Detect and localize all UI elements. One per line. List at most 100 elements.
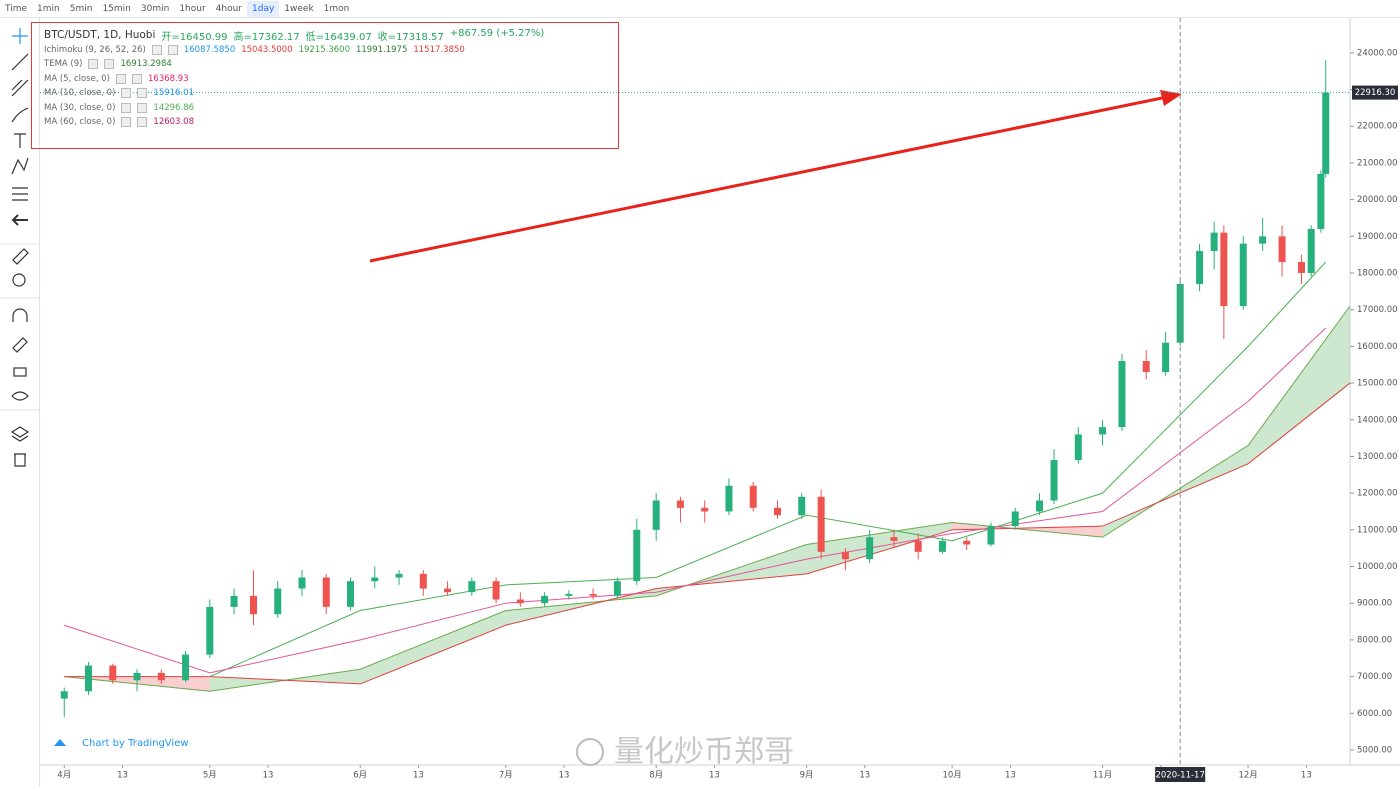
stay-drawing-tool[interactable] — [12, 337, 28, 353]
fib-tool[interactable] — [11, 79, 29, 97]
candle-body — [1239, 243, 1247, 307]
x-tick-label: 13 — [413, 771, 424, 781]
layers-tool[interactable] — [10, 426, 30, 442]
hide-toolbar[interactable] — [11, 214, 28, 226]
candle-body — [1210, 232, 1218, 251]
indicator-value: 16087.5850 — [183, 44, 236, 55]
ohlc-value: 收=17318.57 — [377, 31, 444, 43]
x-tick-label: 6月 — [353, 771, 367, 781]
candle-body — [395, 573, 403, 578]
indicator-remove[interactable] — [132, 73, 142, 84]
indicator-settings[interactable] — [121, 117, 132, 128]
indicator-settings[interactable] — [116, 73, 126, 84]
ohlc-value: 高=17362.17 — [233, 31, 300, 43]
timeframe-button[interactable]: 30min — [140, 3, 170, 14]
visibility-tool[interactable] — [11, 391, 29, 401]
x-tick-label: 13 — [263, 771, 274, 781]
x-tick-label: 12月 — [1238, 771, 1257, 781]
candle-body — [133, 672, 141, 681]
candle-body — [468, 581, 476, 593]
trendline-tool[interactable] — [11, 53, 29, 71]
timeframe-button[interactable]: 1week — [284, 3, 314, 14]
indicator-row: MA (10, close, 0) 15916.01 — [44, 86, 618, 101]
timeframe-button[interactable]: 1min — [37, 3, 60, 14]
lock-tool[interactable] — [13, 367, 27, 377]
indicator-remove[interactable] — [137, 102, 148, 113]
timeframe-button[interactable]: 4hour — [215, 3, 242, 14]
candle-body — [1074, 434, 1082, 461]
candle-body — [652, 500, 660, 530]
brush-tool[interactable] — [11, 107, 29, 123]
price-axis — [1350, 18, 1400, 787]
plot — [60, 60, 1351, 717]
indicator-value: 16913.2984 — [120, 59, 172, 70]
magnet-tool[interactable] — [12, 308, 28, 322]
indicator-settings[interactable] — [88, 59, 99, 70]
indicator-name: MA (10, close, 0) — [44, 88, 116, 99]
tradingview-logo — [54, 739, 66, 746]
y-tick-label: 11000.00 — [1357, 525, 1398, 535]
candle-body — [516, 599, 524, 604]
zoom-tool[interactable] — [12, 273, 26, 287]
cloud-segment — [1248, 306, 1350, 464]
x-tick-label: 5月 — [203, 771, 217, 781]
candle-body — [206, 606, 214, 655]
credit: Chart by TradingView — [82, 738, 189, 749]
ohlc-value: 开=16450.99 — [161, 31, 228, 43]
x-tick-label: 13 — [709, 771, 720, 781]
legend: BTC/USDT, 1D, Huobi 开=16450.99 高=17362.17… — [31, 22, 619, 149]
legend-header: BTC/USDT, 1D, Huobi 开=16450.99 高=17362.17… — [44, 28, 618, 43]
indicator-name: MA (60, close, 0) — [44, 117, 116, 128]
y-tick-label: 8000.00 — [1357, 635, 1392, 645]
indicator-remove[interactable] — [167, 44, 178, 55]
x-tick-label: 11月 — [1093, 771, 1112, 781]
indicator-remove[interactable] — [137, 117, 148, 128]
candle-body — [938, 540, 946, 552]
indicator-settings[interactable] — [121, 88, 132, 99]
indicator-value: 16368.93 — [148, 73, 189, 84]
candle-body — [230, 595, 238, 607]
indicator-value: 19215.3600 — [298, 44, 350, 55]
candle-body — [492, 581, 500, 600]
timeframe-button[interactable]: 1day — [247, 0, 280, 17]
pattern-tool[interactable] — [11, 157, 29, 175]
timeframe-button[interactable]: 5min — [69, 3, 93, 14]
candle-body — [85, 665, 93, 692]
indicator-row: MA (60, close, 0) 12603.08 — [44, 115, 618, 130]
crosshair-tool[interactable] — [12, 28, 28, 44]
candle-body — [347, 581, 355, 607]
crosshair-label: 2020-11-17 — [1155, 771, 1204, 781]
timeframe-button[interactable]: 1mon — [323, 3, 350, 14]
candle-body — [1162, 342, 1170, 373]
delete-tool[interactable] — [14, 453, 26, 467]
timeframe-button[interactable]: Time — [5, 3, 28, 14]
timeframe-button[interactable]: 1hour — [179, 3, 206, 14]
y-tick-label: 5000.00 — [1357, 745, 1392, 755]
x-tick-label: 10月 — [942, 771, 961, 781]
y-tick-label: 15000.00 — [1357, 379, 1398, 389]
y-tick-label: 19000.00 — [1357, 232, 1398, 242]
indicator-settings[interactable] — [121, 102, 132, 113]
measure-tool[interactable] — [12, 248, 29, 265]
indicator-remove[interactable] — [104, 59, 115, 70]
candle-body — [1278, 236, 1286, 262]
candle-body — [371, 577, 379, 582]
text-tool[interactable] — [14, 133, 26, 148]
timeframe-toolbar: Time 1min 5min 15min 30min 1hour 4hour 1day 1wee… — [0, 0, 1400, 18]
timeframe-button[interactable]: 15min — [102, 3, 131, 14]
candle-body — [444, 588, 452, 593]
y-tick-label: 16000.00 — [1357, 342, 1398, 352]
y-tick-label: 6000.00 — [1357, 709, 1392, 719]
indicator-settings[interactable] — [151, 44, 162, 55]
y-tick-label: 24000.00 — [1357, 48, 1398, 58]
prediction-tool[interactable] — [12, 187, 28, 201]
cloud-span-a — [64, 305, 1351, 692]
candle-body — [798, 496, 806, 516]
candle-body — [322, 577, 330, 607]
ma-line — [209, 261, 1327, 678]
candle-body — [866, 537, 874, 560]
indicator-remove[interactable] — [137, 88, 148, 99]
y-tick-label: 7000.00 — [1357, 672, 1392, 682]
ohlc-value: +867.59 (+5.27%) — [449, 27, 545, 39]
indicator-value: 15916.01 — [153, 88, 194, 99]
